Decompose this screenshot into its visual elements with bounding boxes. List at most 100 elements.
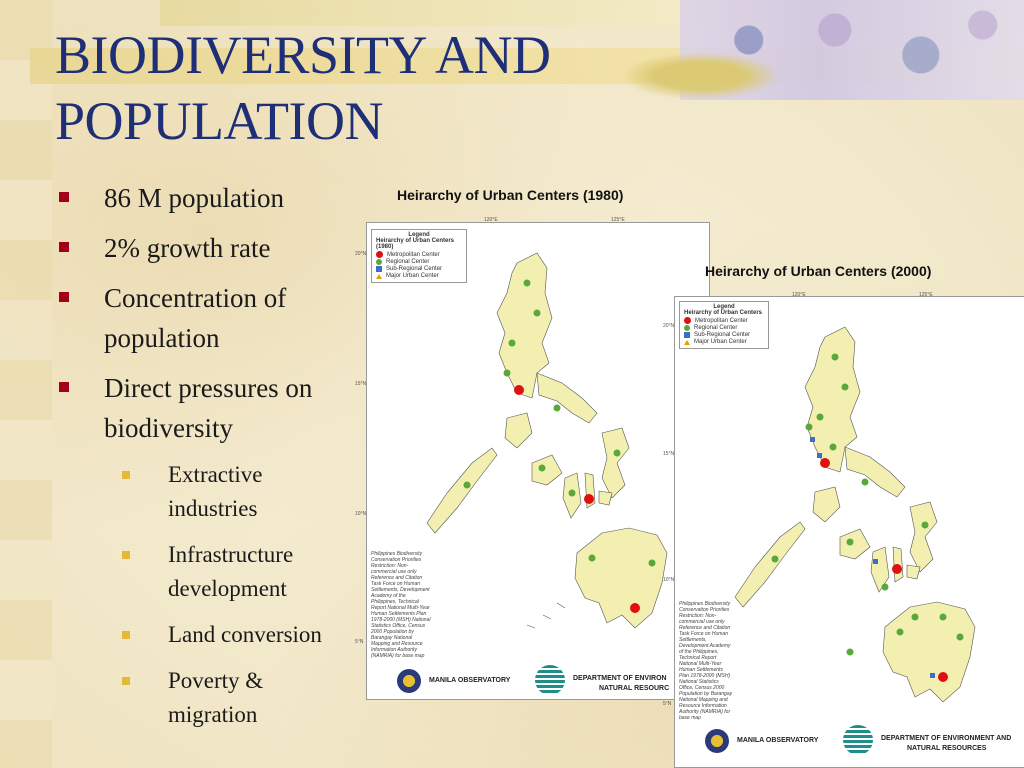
bullet-square-icon <box>59 382 69 392</box>
title-line-2: POPULATION <box>55 91 384 151</box>
legend-label: Major Urban Center <box>694 339 747 345</box>
legend-row: Regional Center <box>376 259 462 265</box>
panay-island <box>839 528 871 560</box>
regional-marker-icon <box>846 538 854 546</box>
map-2000-credit: Philippines Biodiversity Conservation Pr… <box>679 601 733 721</box>
sub-bullet-item: Poverty & migration <box>104 664 346 732</box>
regional-marker-icon <box>805 423 813 431</box>
urban-markers-2000 <box>771 353 964 682</box>
sub-bullet-square-icon <box>122 631 130 639</box>
regional-marker-icon <box>463 481 471 489</box>
regional-marker-icon <box>841 383 849 391</box>
bullet-square-icon <box>59 292 69 302</box>
bullet-item: Concentration of population <box>56 278 346 358</box>
legend-title: Legend <box>408 232 430 238</box>
sub-regional-marker-icon <box>810 437 815 442</box>
denr-label-line1: DEPARTMENT OF ENVIRON <box>573 675 667 682</box>
regional-marker-icon <box>896 628 904 636</box>
luzon-island <box>804 326 861 473</box>
luzon-island <box>496 252 553 399</box>
sub-bullet-item: Infrastructure development <box>104 538 346 606</box>
legend-subtitle: Heirarchy of Urban Centers <box>684 310 763 316</box>
lat-label: 5°N <box>663 701 672 707</box>
regional-marker-icon <box>829 443 837 451</box>
regional-marker-icon <box>939 613 947 621</box>
mindoro-island <box>812 486 841 523</box>
bullet-item: Direct pressures on biodiversity Extract… <box>56 368 346 732</box>
slide-title: BIODIVERSITY AND POPULATION <box>55 22 695 154</box>
map-2000-title: Heirarchy of Urban Centers (2000) <box>705 263 932 279</box>
sub-bullet-item: Land conversion <box>104 618 346 652</box>
lat-label: 5°N <box>355 639 364 645</box>
sub-regional-marker-icon <box>930 673 935 678</box>
lat-label: 15°N <box>663 451 675 457</box>
legend-row: Sub-Regional Center <box>376 266 462 272</box>
philippines-map-1980 <box>426 252 668 629</box>
urban-markers-1980 <box>463 279 656 613</box>
legend-row: Regional Center <box>684 325 764 331</box>
regional-marker-icon <box>503 369 511 377</box>
bullet-text: Direct pressures on biodiversity <box>104 373 313 443</box>
regional-marker-icon <box>613 449 621 457</box>
denr-label-line1: DEPARTMENT OF ENVIRONMENT AND <box>881 735 1012 742</box>
lat-label: 20°N <box>355 251 367 257</box>
regional-marker-icon <box>553 404 561 412</box>
regional-marker-icon <box>523 279 531 287</box>
regional-marker-icon <box>538 464 546 472</box>
metropolitan-marker-icon <box>820 458 830 468</box>
lon-label: 120°E <box>484 217 498 223</box>
manila-observatory-logo-icon <box>397 669 421 693</box>
metropolitan-marker-icon <box>514 385 524 395</box>
mindoro-island <box>504 412 533 449</box>
decorative-strip <box>160 0 680 26</box>
major-urban-marker-icon <box>684 339 690 345</box>
lon-label: 125°E <box>919 292 933 298</box>
legend-row: Metropolitan Center <box>376 251 462 258</box>
lat-label: 10°N <box>663 577 675 583</box>
legend-row: Major Urban Center <box>376 273 462 279</box>
sub-regional-marker-icon <box>376 266 382 272</box>
regional-marker-icon <box>881 583 889 591</box>
palawan-island <box>734 521 806 608</box>
bicol-peninsula <box>844 446 906 498</box>
bullet-list: 86 M population 2% growth rate Concentra… <box>56 178 346 744</box>
legend-title: Legend <box>713 304 735 310</box>
samar-leyte-islands <box>601 427 630 499</box>
sub-regional-marker-icon <box>684 332 690 338</box>
regional-marker-icon <box>376 259 382 265</box>
regional-marker-icon <box>533 309 541 317</box>
legend-label: Sub-Regional Center <box>694 332 751 338</box>
regional-marker-icon <box>771 555 779 563</box>
bicol-peninsula <box>536 372 598 424</box>
manila-observatory-logo-icon <box>705 729 729 753</box>
sub-bullet-item: Extractive industries <box>104 458 346 526</box>
samar-leyte-islands <box>909 501 938 573</box>
regional-marker-icon <box>956 633 964 641</box>
metropolitan-marker-icon <box>630 603 640 613</box>
lon-label: 125°E <box>611 217 625 223</box>
sub-bullet-text: Infrastructure development <box>168 542 294 601</box>
sub-regional-marker-icon <box>873 559 878 564</box>
legend-row: Metropolitan Center <box>684 317 764 324</box>
map-1980: Heirarchy of Urban Centers (1980) 120°E … <box>355 187 710 700</box>
palawan-island <box>426 447 498 534</box>
legend-label: Regional Center <box>386 259 430 265</box>
regional-marker-icon <box>588 554 596 562</box>
metropolitan-marker-icon <box>892 564 902 574</box>
lat-label: 15°N <box>355 381 367 387</box>
map-1980-credit: Philippines Biodiversity Conservation Pr… <box>371 551 431 659</box>
sulu-islands <box>526 602 566 629</box>
bullet-text: 86 M population <box>104 183 284 213</box>
legend-label: Regional Center <box>694 325 738 331</box>
legend-label: Major Urban Center <box>386 273 439 279</box>
manila-observatory-label: MANILA OBSERVATORY <box>429 677 511 684</box>
sub-bullet-list: Extractive industries Infrastructure dev… <box>104 458 346 732</box>
regional-marker-icon <box>921 521 929 529</box>
bullet-item: 2% growth rate <box>56 228 346 268</box>
sub-bullet-text: Extractive industries <box>168 462 263 521</box>
mindanao-island <box>574 527 668 629</box>
denr-label-line2: NATURAL RESOURC <box>599 685 670 692</box>
sub-regional-marker-icon <box>817 453 822 458</box>
manila-observatory-label: MANILA OBSERVATORY <box>737 737 819 744</box>
regional-marker-icon <box>568 489 576 497</box>
